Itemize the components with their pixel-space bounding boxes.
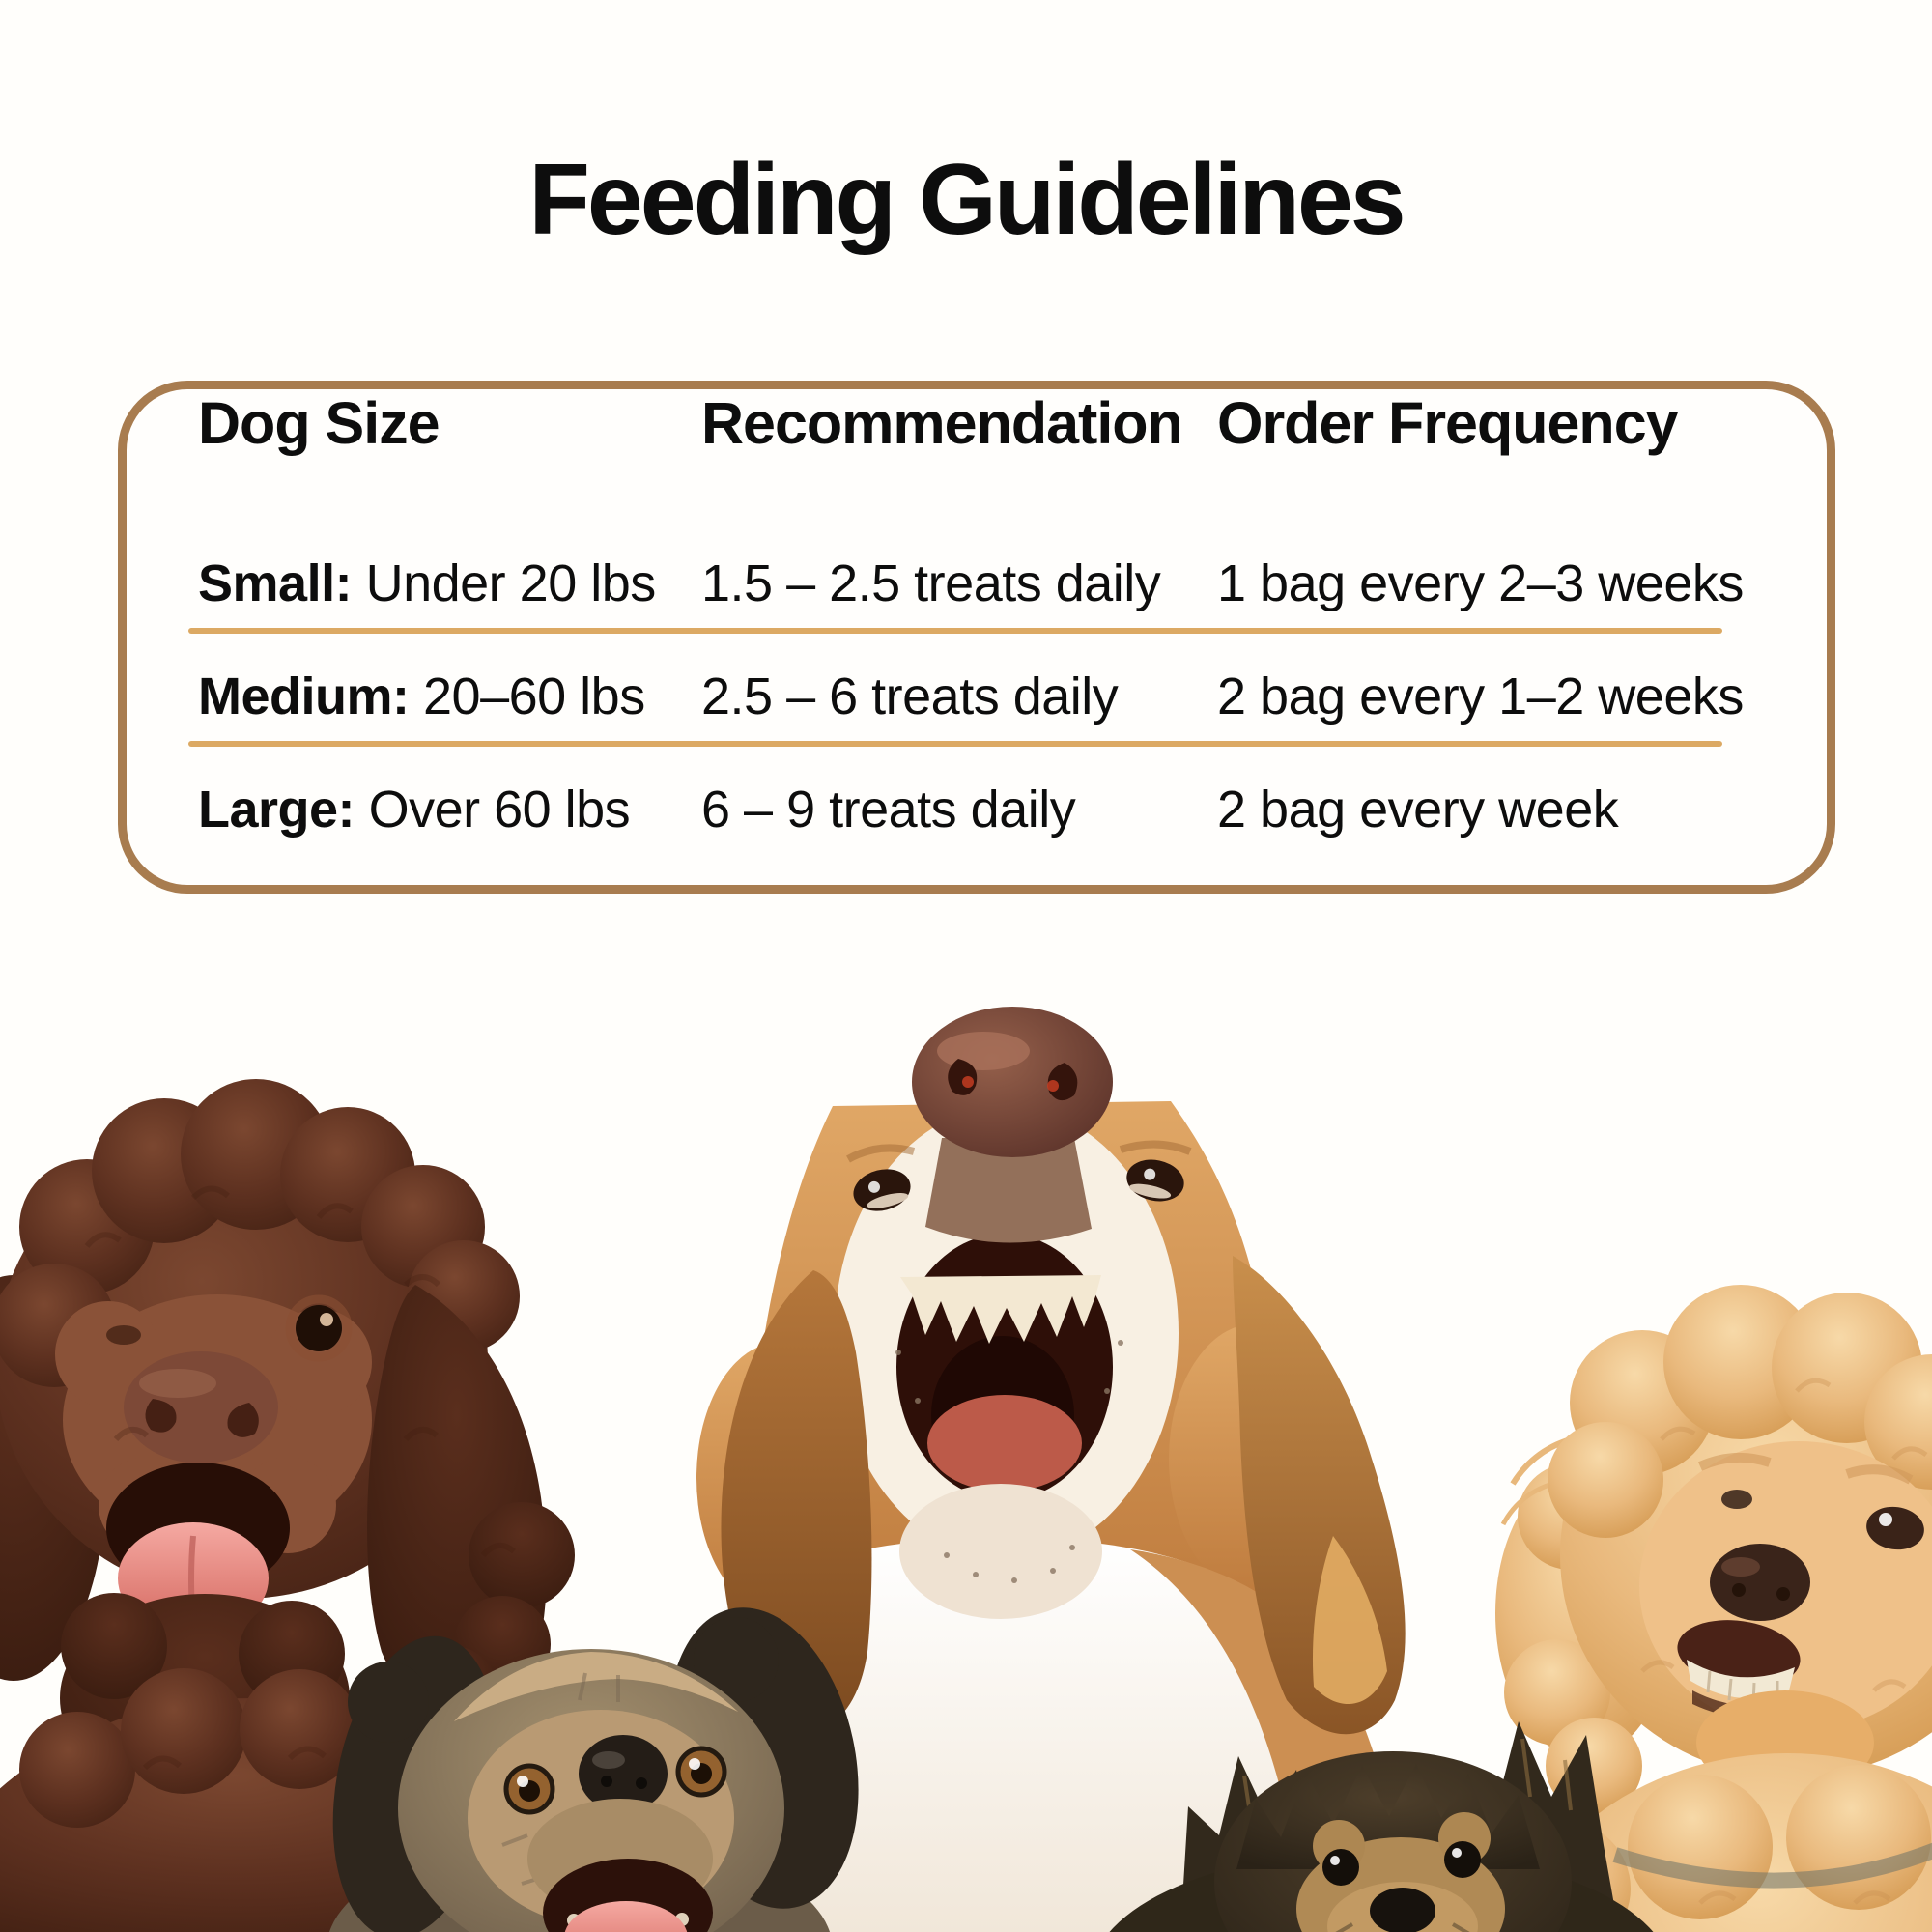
order-frequency-cell: 2 bag every week: [1217, 781, 1619, 838]
poodle-teeth: [1687, 1660, 1795, 1698]
dog-size-value: Under 20 lbs: [365, 554, 657, 612]
recommendation-cell: 1.5 – 2.5 treats daily: [701, 554, 1161, 612]
scruffy-terrier-illustration: [329, 1607, 859, 1932]
beagle-teeth: [900, 1275, 1101, 1344]
order-frequency-cell: 1 bag every 2–3 weeks: [1217, 554, 1744, 612]
table-row-small: Small: Under 20 lbs 1.5 – 2.5 treats dai…: [127, 554, 1827, 613]
poodle-nose: [1710, 1544, 1810, 1621]
doodle-eye: [106, 1294, 353, 1362]
dog-size-label: Medium:: [198, 668, 410, 725]
beagle-tongue: [927, 1395, 1082, 1492]
dog-size-value: 20–60 lbs: [423, 668, 645, 725]
terrier-tongue: [564, 1901, 688, 1932]
beagle-nose-bridge: [925, 1138, 1092, 1243]
terrier-nose: [579, 1735, 668, 1812]
dog-size-cell: Large: Over 60 lbs: [198, 780, 701, 839]
dog-size-label: Large:: [198, 781, 355, 838]
terrier-mouth: [543, 1859, 713, 1932]
column-header-dog-size: Dog Size: [198, 390, 440, 456]
apricot-poodle-illustration: [1495, 1285, 1932, 1932]
order-frequency-cell: 2 bag every 1–2 weeks: [1217, 668, 1744, 725]
feeding-guidelines-card: Dog Size Recommendation Order Frequency …: [118, 381, 1835, 894]
table-row-large: Large: Over 60 lbs 6 – 9 treats daily 2 …: [127, 780, 1827, 839]
beagle-eyes: [846, 1140, 1192, 1211]
page-title: Feeding Guidelines: [528, 144, 1406, 256]
dogs-photo: [0, 937, 1932, 1932]
table-header-row: Dog Size Recommendation Order Frequency: [127, 389, 1827, 456]
column-header-order-frequency: Order Frequency: [1217, 390, 1679, 456]
yorkie-puppy-illustration: [1109, 1721, 1654, 1932]
dog-size-cell: Medium: 20–60 lbs: [198, 667, 701, 726]
beagle-chin: [899, 1484, 1102, 1619]
beagle-nose: [912, 1007, 1113, 1157]
recommendation-cell: 2.5 – 6 treats daily: [701, 668, 1119, 725]
yorkie-eyes: [1322, 1841, 1481, 1886]
dog-size-value: Over 60 lbs: [368, 781, 631, 838]
beagle-mouth: [896, 1234, 1113, 1500]
row-divider: [188, 741, 1722, 747]
dog-size-label: Small:: [198, 554, 353, 612]
terrier-eyes: [503, 1746, 727, 1815]
dog-size-cell: Small: Under 20 lbs: [198, 554, 701, 613]
row-divider: [188, 628, 1722, 634]
poodle-eyes: [1721, 1490, 1924, 1550]
yorkie-nose: [1370, 1888, 1435, 1932]
terrier-fringe: [454, 1652, 738, 1721]
poodle-collar: [1612, 1842, 1932, 1889]
table-row-medium: Medium: 20–60 lbs 2.5 – 6 treats daily 2…: [127, 667, 1827, 726]
recommendation-cell: 6 – 9 treats daily: [701, 781, 1076, 838]
column-header-recommendation: Recommendation: [701, 390, 1183, 456]
